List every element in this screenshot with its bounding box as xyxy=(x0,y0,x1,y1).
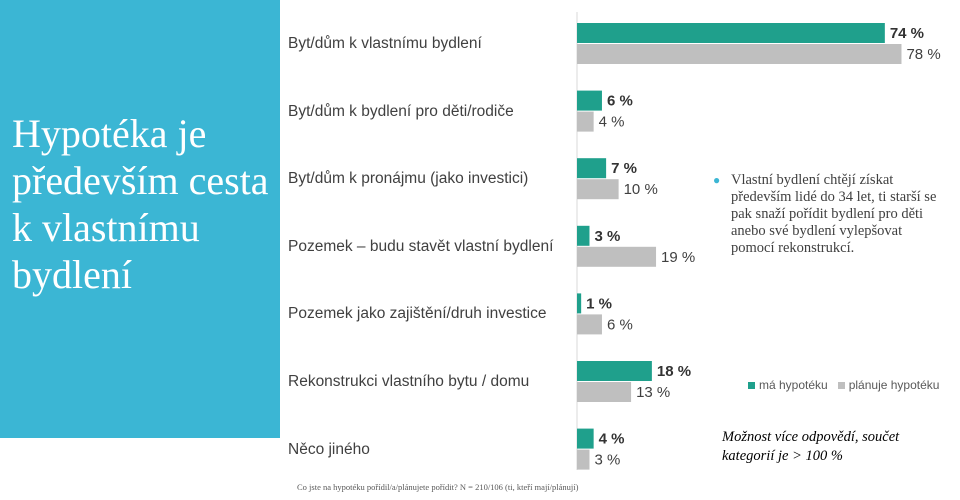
data-label-series2: 13 % xyxy=(636,384,670,401)
bar-series1 xyxy=(577,90,602,111)
bar-series2 xyxy=(577,179,619,200)
legend-label-series2: plánuje hypotéku xyxy=(848,378,940,392)
legend-item-series1: má hypotéku xyxy=(748,378,828,392)
side-title: Hypotéka je především cesta k vlastnímu … xyxy=(12,111,269,297)
source-note: Co jste na hypotéku pořídil/a/plánujete … xyxy=(297,482,579,492)
legend-swatch-series2 xyxy=(837,381,845,389)
category-label: Pozemek – budu stavět vlastní bydlení xyxy=(288,237,554,255)
category-label: Byt/dům k bydlení pro děti/rodiče xyxy=(288,102,514,120)
data-label-series1: 6 % xyxy=(607,93,633,110)
legend-label-series1: má hypotéku xyxy=(759,378,828,392)
bar-series2 xyxy=(577,314,602,335)
data-label-series2: 4 % xyxy=(599,114,625,131)
legend-swatch-series1 xyxy=(748,381,755,389)
category-label: Něco jiného xyxy=(288,440,370,458)
bar-series2 xyxy=(577,449,590,470)
data-label-series2: 3 % xyxy=(594,452,620,469)
data-label-series2: 19 % xyxy=(661,249,695,266)
data-label-series1: 74 % xyxy=(890,25,924,42)
data-label-series1: 7 % xyxy=(611,160,637,177)
side-panel: Hypotéka je především cesta k vlastnímu … xyxy=(0,0,280,438)
data-label-series2: 78 % xyxy=(906,46,940,63)
category-label: Byt/dům k vlastnímu bydlení xyxy=(288,35,482,52)
data-label-series1: 18 % xyxy=(657,363,691,380)
category-label: Byt/dům k pronájmu (jako investici) xyxy=(288,170,529,188)
bullet-icon: ● xyxy=(713,173,721,187)
data-label-series2: 10 % xyxy=(624,181,658,198)
bar-series1 xyxy=(577,23,885,43)
data-label-series1: 4 % xyxy=(599,431,625,448)
data-label-series1: 1 % xyxy=(586,295,612,312)
bar-series2 xyxy=(577,111,594,132)
data-label-series1: 3 % xyxy=(594,228,620,245)
bar-series1 xyxy=(577,225,590,246)
legend: má hypotéku plánuje hypotéku xyxy=(748,378,949,392)
note: ● Vlastní bydlení chtějí získat předevší… xyxy=(713,172,943,257)
bar-series1 xyxy=(577,428,594,449)
category-label: Rekonstrukci vlastního bytu / domu xyxy=(288,373,530,390)
note-text: Vlastní bydlení chtějí získat především … xyxy=(731,172,937,256)
bar-series2 xyxy=(577,44,902,64)
bar-series2 xyxy=(577,246,657,267)
data-label-series2: 6 % xyxy=(607,316,633,333)
bar-series2 xyxy=(577,382,632,402)
bar-series1 xyxy=(577,158,607,179)
bar-series1 xyxy=(577,361,652,381)
footnote: Možnost více odpovědí, součet kategorií … xyxy=(722,429,900,464)
bar-series1 xyxy=(577,293,582,314)
category-label: Pozemek jako zajištění/druh investice xyxy=(288,305,547,323)
legend-item-series2: plánuje hypotéku xyxy=(837,378,940,392)
